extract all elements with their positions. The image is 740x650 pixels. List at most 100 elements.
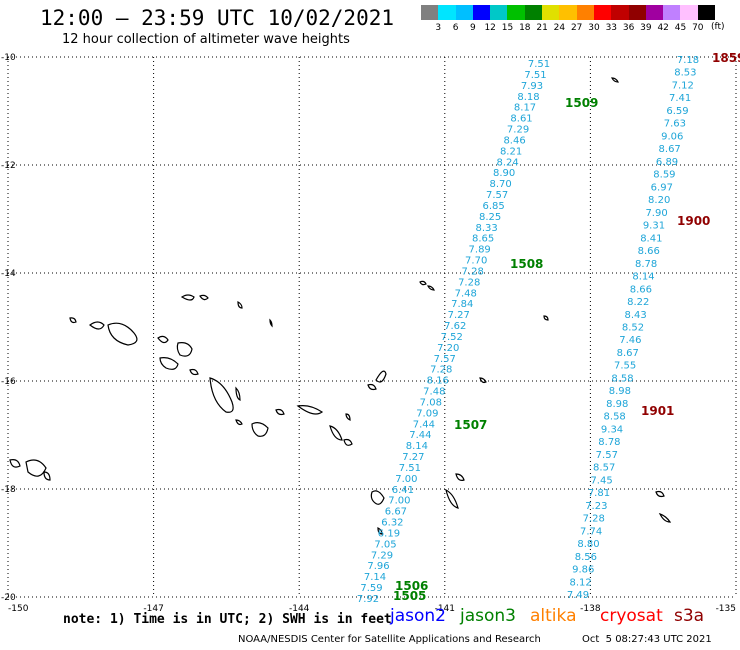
island — [367, 383, 377, 391]
island — [269, 318, 273, 328]
wave-height-label: 7.27 — [448, 310, 470, 321]
wave-height-label: 8.98 — [609, 386, 631, 397]
wave-height-label: 7.92 — [357, 594, 379, 605]
wave-height-label: 8.14 — [632, 272, 654, 283]
wave-height-label: 7.84 — [451, 299, 473, 310]
scale-swatch — [697, 5, 716, 20]
altimeter-tracks: 7.517.517.938.188.178.617.298.468.218.24… — [357, 55, 699, 605]
lon-tick-label: -150 — [8, 604, 29, 614]
wave-height-label: 8.20 — [648, 195, 670, 206]
track-2: 7.18 8.537.12 7.41 6.59 7.639.06 8.67 6.89 8.59… — [567, 55, 699, 601]
satellite-legend-entry: s3a — [674, 606, 705, 626]
scale-swatch — [628, 5, 646, 20]
pass-time-label: 1509 — [565, 96, 598, 110]
scale-label: 33 — [605, 23, 618, 33]
pass-time-label: 1900 — [677, 214, 710, 228]
wave-height-label: 7.51 — [524, 70, 546, 81]
island — [107, 322, 138, 346]
wave-height-label: 7.70 — [465, 256, 487, 267]
wave-height-label: 7.44 — [409, 430, 431, 441]
island — [89, 321, 105, 330]
wave-height-label: 7.51 — [399, 463, 421, 474]
island — [199, 294, 209, 301]
wave-height-label: 7.49 — [567, 590, 589, 601]
wave-height-label: 8.22 — [627, 297, 649, 308]
lat-tick-label: -14 — [1, 269, 16, 279]
pass-time-label: 1505 — [393, 589, 426, 603]
wave-height-label: 9.34 — [601, 424, 623, 435]
island — [445, 488, 459, 509]
wave-height-label: 7.48 — [423, 387, 445, 398]
satellite-legend-entry: cryosat — [600, 606, 663, 626]
wave-height-label: 7.23 — [585, 501, 607, 512]
scale-label: 45 — [674, 23, 687, 33]
scale-label: 15 — [501, 23, 514, 33]
wave-height-label: 9.06 — [661, 131, 683, 142]
wave-height-label: 8.33 — [476, 223, 498, 234]
wave-height-label: 7.41 — [669, 93, 691, 104]
wave-height-label: 7.00 — [395, 474, 417, 485]
scale-label: 39 — [640, 23, 652, 33]
island — [235, 386, 241, 401]
island — [157, 335, 169, 344]
pass-time-label: 1859 — [712, 51, 740, 65]
wave-height-label: 7.28 — [462, 266, 484, 277]
wave-height-label: 7.57 — [596, 450, 618, 461]
island — [655, 490, 665, 498]
island — [658, 512, 672, 523]
lat-tick-label: -20 — [1, 593, 16, 603]
wave-height-label: 7.57 — [434, 354, 456, 365]
wave-height-label: 8.56 — [575, 552, 597, 563]
wave-height-label: 8.46 — [503, 135, 525, 146]
scale-swatch — [542, 5, 560, 20]
wave-height-label: 8.21 — [500, 146, 522, 157]
note-text: note: 1) Time is in UTC; 2) SWH is in fe… — [63, 612, 392, 627]
wave-height-label: 6.89 — [656, 157, 678, 168]
wave-height-label: 7.45 — [590, 475, 612, 486]
wave-height-label: 8.53 — [674, 68, 696, 79]
wave-height-label: 7.27 — [402, 452, 424, 463]
wave-height-label: 8.24 — [496, 157, 518, 168]
wave-height-label: 8.59 — [653, 170, 675, 181]
map-title: 12:00 – 23:59 UTC 10/02/2021 — [40, 6, 395, 30]
island — [329, 425, 343, 441]
islands — [9, 77, 672, 535]
island — [345, 413, 351, 421]
wave-height-label: 7.12 — [672, 80, 694, 91]
wave-height-label: 8.65 — [472, 234, 494, 245]
wave-height-label: 7.28 — [458, 277, 480, 288]
wave-height-label: 8.78 — [635, 259, 657, 270]
scale-swatch — [576, 5, 594, 20]
scale-swatch — [438, 5, 456, 20]
scale-swatch — [663, 5, 681, 20]
pass-time-label: 1507 — [454, 418, 487, 432]
wave-height-label: 9.31 — [643, 221, 665, 232]
island — [189, 368, 199, 376]
lon-tick-label: -135 — [716, 604, 736, 614]
lon-tick-label: -138 — [580, 604, 601, 614]
scale-swatch — [421, 5, 439, 20]
island — [275, 408, 285, 416]
island — [343, 438, 353, 446]
wave-height-label: 6.85 — [482, 201, 504, 212]
scale-swatch — [593, 5, 612, 20]
wave-height-label: 8.78 — [598, 437, 620, 448]
island — [176, 342, 193, 357]
wave-height-label: 8.98 — [606, 399, 628, 410]
wave-height-label: 8.57 — [593, 463, 615, 474]
color-scale-legend: 3 6 9 12 15 18 21 24 27 30 33 36 39 42 45 70 (ft) — [421, 5, 725, 33]
wave-height-label: 8.17 — [514, 103, 536, 114]
wave-height-label: 7.89 — [469, 245, 491, 256]
wave-height-label: 6.32 — [381, 518, 403, 529]
island — [43, 471, 51, 481]
scale-swatch — [611, 5, 629, 20]
scale-label: 30 — [588, 23, 600, 33]
wave-height-label: 6.97 — [651, 182, 673, 193]
satellite-legend-entry: jason3 — [460, 606, 516, 626]
scale-label: 12 — [484, 23, 496, 33]
wave-height-label: 8.66 — [630, 284, 652, 295]
pass-time-label: 1508 — [510, 257, 543, 271]
wave-height-label: 7.93 — [521, 81, 543, 92]
